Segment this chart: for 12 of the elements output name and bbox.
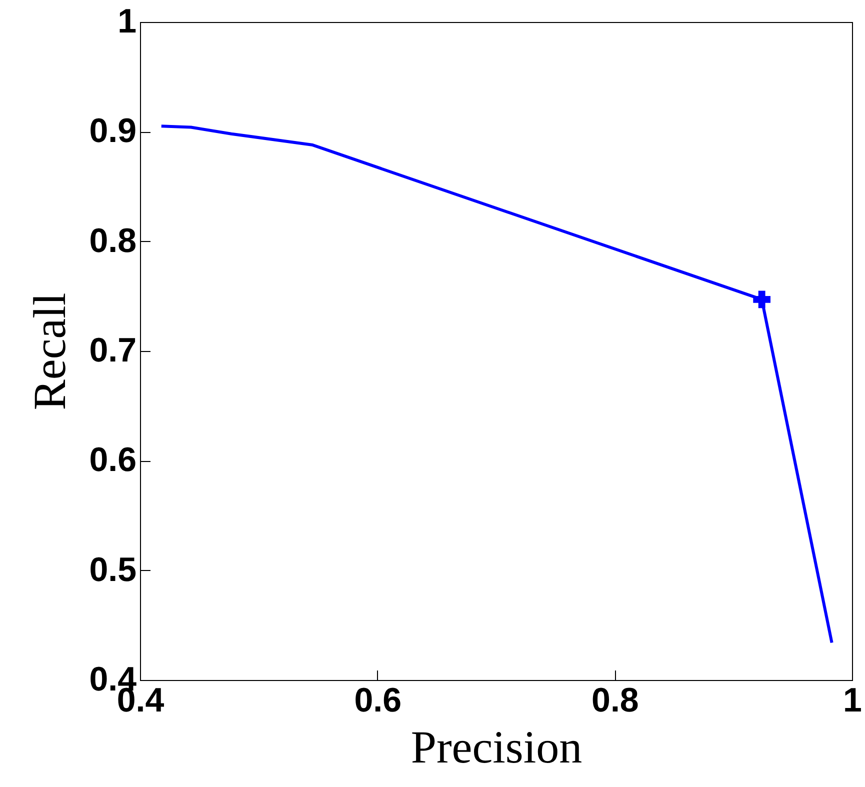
y-tick-label: 0.8 [89,222,136,260]
x-axis-title: Precision [410,722,582,772]
y-tick-label: 0.9 [89,112,136,150]
x-tick-label: 0.6 [354,682,402,720]
y-tick-label: 0.5 [89,550,136,589]
x-tick-label: 1 [843,682,862,720]
x-tick-label: 0.8 [592,682,639,720]
y-tick-label: 1 [118,2,136,40]
y-tick-label: 0.7 [89,332,136,370]
y-axis-title: Recall [24,292,76,410]
line-series [160,124,834,644]
y-tick-label: 0.6 [89,441,136,480]
